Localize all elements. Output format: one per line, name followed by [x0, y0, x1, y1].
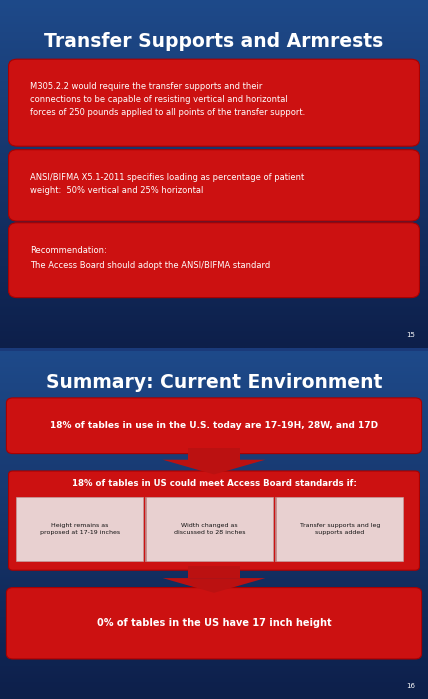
FancyBboxPatch shape — [9, 150, 419, 221]
FancyBboxPatch shape — [6, 398, 422, 454]
Polygon shape — [163, 460, 265, 475]
Polygon shape — [188, 566, 240, 578]
Text: Summary: Current Environment: Summary: Current Environment — [46, 373, 382, 391]
FancyBboxPatch shape — [9, 59, 419, 146]
Text: 18% of tables in use in the U.S. today are 17-19H, 28W, and 17D: 18% of tables in use in the U.S. today a… — [50, 421, 378, 430]
Text: 16: 16 — [406, 682, 415, 689]
FancyBboxPatch shape — [6, 588, 422, 659]
Text: 15: 15 — [406, 331, 415, 338]
FancyBboxPatch shape — [9, 223, 419, 298]
Text: Width changed as
discussed to 28 inches: Width changed as discussed to 28 inches — [174, 524, 246, 535]
Text: 18% of tables in US could meet Access Board standards if:: 18% of tables in US could meet Access Bo… — [71, 480, 357, 489]
Text: Height remains as
proposed at 17-19 inches: Height remains as proposed at 17-19 inch… — [39, 524, 120, 535]
Text: 0% of tables in the US have 17 inch height: 0% of tables in the US have 17 inch heig… — [97, 618, 331, 628]
Polygon shape — [188, 447, 240, 460]
FancyBboxPatch shape — [9, 471, 419, 570]
Polygon shape — [163, 578, 265, 593]
FancyBboxPatch shape — [146, 497, 273, 561]
Text: ANSI/BIFMA X5.1-2011 specifies loading as percentage of patient
weight:  50% ver: ANSI/BIFMA X5.1-2011 specifies loading a… — [30, 173, 304, 195]
FancyBboxPatch shape — [16, 497, 143, 561]
Text: Transfer supports and leg
supports added: Transfer supports and leg supports added — [300, 524, 380, 535]
Text: Recommendation:
The Access Board should adopt the ANSI/BIFMA standard: Recommendation: The Access Board should … — [30, 247, 270, 270]
FancyBboxPatch shape — [276, 497, 403, 561]
Text: M305.2.2 would require the transfer supports and their
connections to be capable: M305.2.2 would require the transfer supp… — [30, 82, 305, 117]
Text: Transfer Supports and Armrests: Transfer Supports and Armrests — [45, 32, 383, 51]
